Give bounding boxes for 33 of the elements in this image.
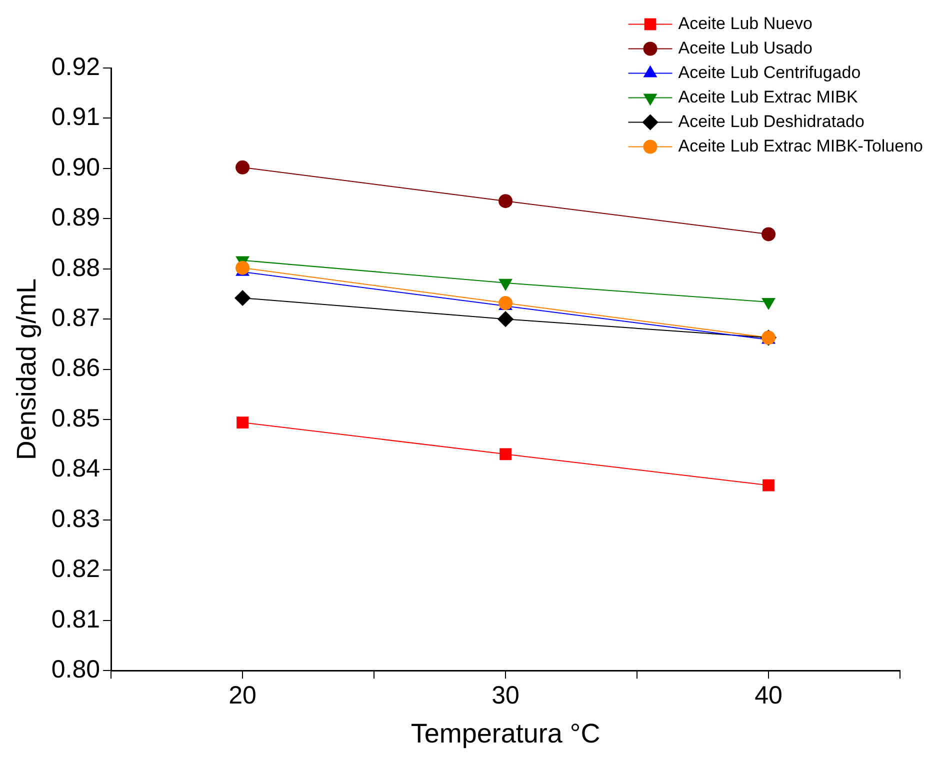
y-tick-label: 0.84	[51, 454, 100, 483]
point	[234, 290, 251, 306]
legend-label: Aceite Lub Deshidratado	[678, 112, 864, 131]
y-axis-title: Densidad g/mL	[12, 278, 42, 460]
x-tick-label: 40	[754, 681, 782, 710]
y-tick-label: 0.92	[51, 52, 100, 81]
point	[762, 479, 774, 492]
point	[236, 260, 250, 275]
y-tick-label: 0.89	[51, 204, 100, 232]
point	[497, 311, 514, 328]
legend-label: Aceite Lub Extrac MIBK	[678, 87, 858, 106]
point	[236, 416, 248, 428]
y-tick-label: 0.81	[51, 605, 100, 634]
point	[236, 160, 250, 174]
legend-label: Aceite Lub Usado	[678, 38, 812, 58]
point	[762, 227, 776, 242]
x-axis-title: Temperatura °C	[410, 718, 600, 748]
y-tick-label: 0.91	[51, 103, 100, 132]
y-tick-label: 0.87	[51, 304, 100, 332]
y-tick-label: 0.90	[51, 153, 100, 182]
point	[498, 194, 513, 208]
legend-label: Aceite Lub Nuevo	[678, 14, 812, 33]
y-tick-label: 0.86	[51, 354, 100, 382]
x-tick-label: 30	[492, 681, 520, 710]
y-tick-label: 0.85	[51, 404, 100, 432]
y-tick-label: 0.82	[51, 555, 100, 584]
x-tick-label: 20	[228, 681, 256, 710]
y-tick-label: 0.80	[51, 655, 100, 684]
legend-label: Aceite Lub Centrifugado	[678, 62, 861, 82]
legend-label: Aceite Lub Extrac MIBK-Tolueno	[678, 136, 923, 156]
point	[500, 448, 512, 460]
y-tick-label: 0.83	[51, 504, 100, 533]
y-tick-label: 0.88	[51, 254, 100, 282]
